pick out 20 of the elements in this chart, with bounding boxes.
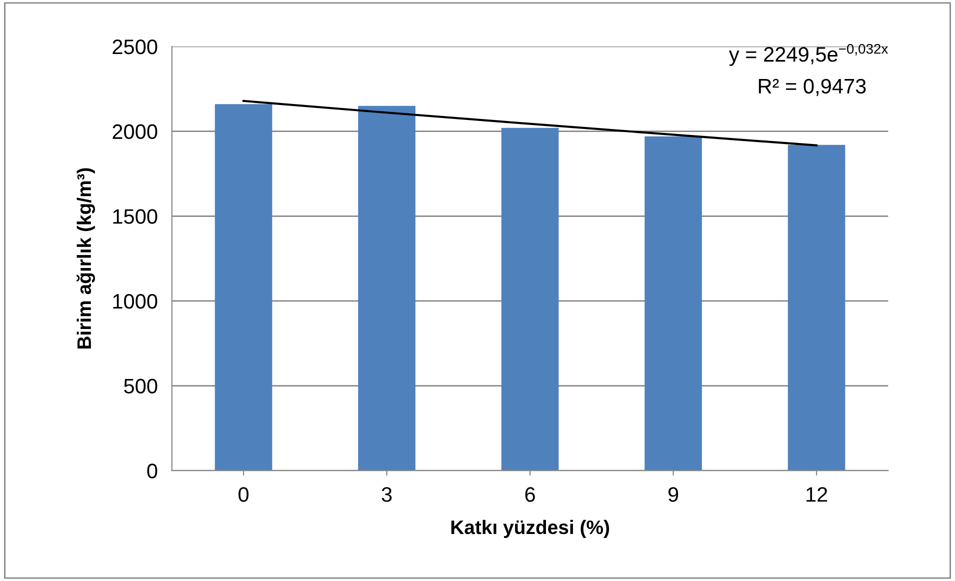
y-tick-label: 2500 [112,39,158,54]
line-series [242,100,818,146]
y-tick-label: 1000 [113,294,158,309]
bar [788,144,846,471]
bar [644,136,702,471]
x-tick-label: 12 [806,487,828,502]
y-tick-label: 500 [124,378,158,394]
x-axis-title: Katkı yüzdesi (%) [451,520,610,538]
bar [214,104,272,471]
x-tick-label: 0 [238,487,249,502]
y-tick-label: 1500 [113,209,158,224]
bar [358,106,416,471]
y-tick-label: 0 [147,464,158,478]
annotation: R² = 0,9473 [758,78,866,96]
x-tick-label: 6 [525,487,535,502]
y-tick-label: 2000 [112,124,158,140]
y-axis-title: Birim ağırlık (kg/m³) [76,168,96,349]
x-tick-label: 3 [382,487,392,502]
x-tick-label: 9 [668,487,678,502]
bar [501,128,559,471]
